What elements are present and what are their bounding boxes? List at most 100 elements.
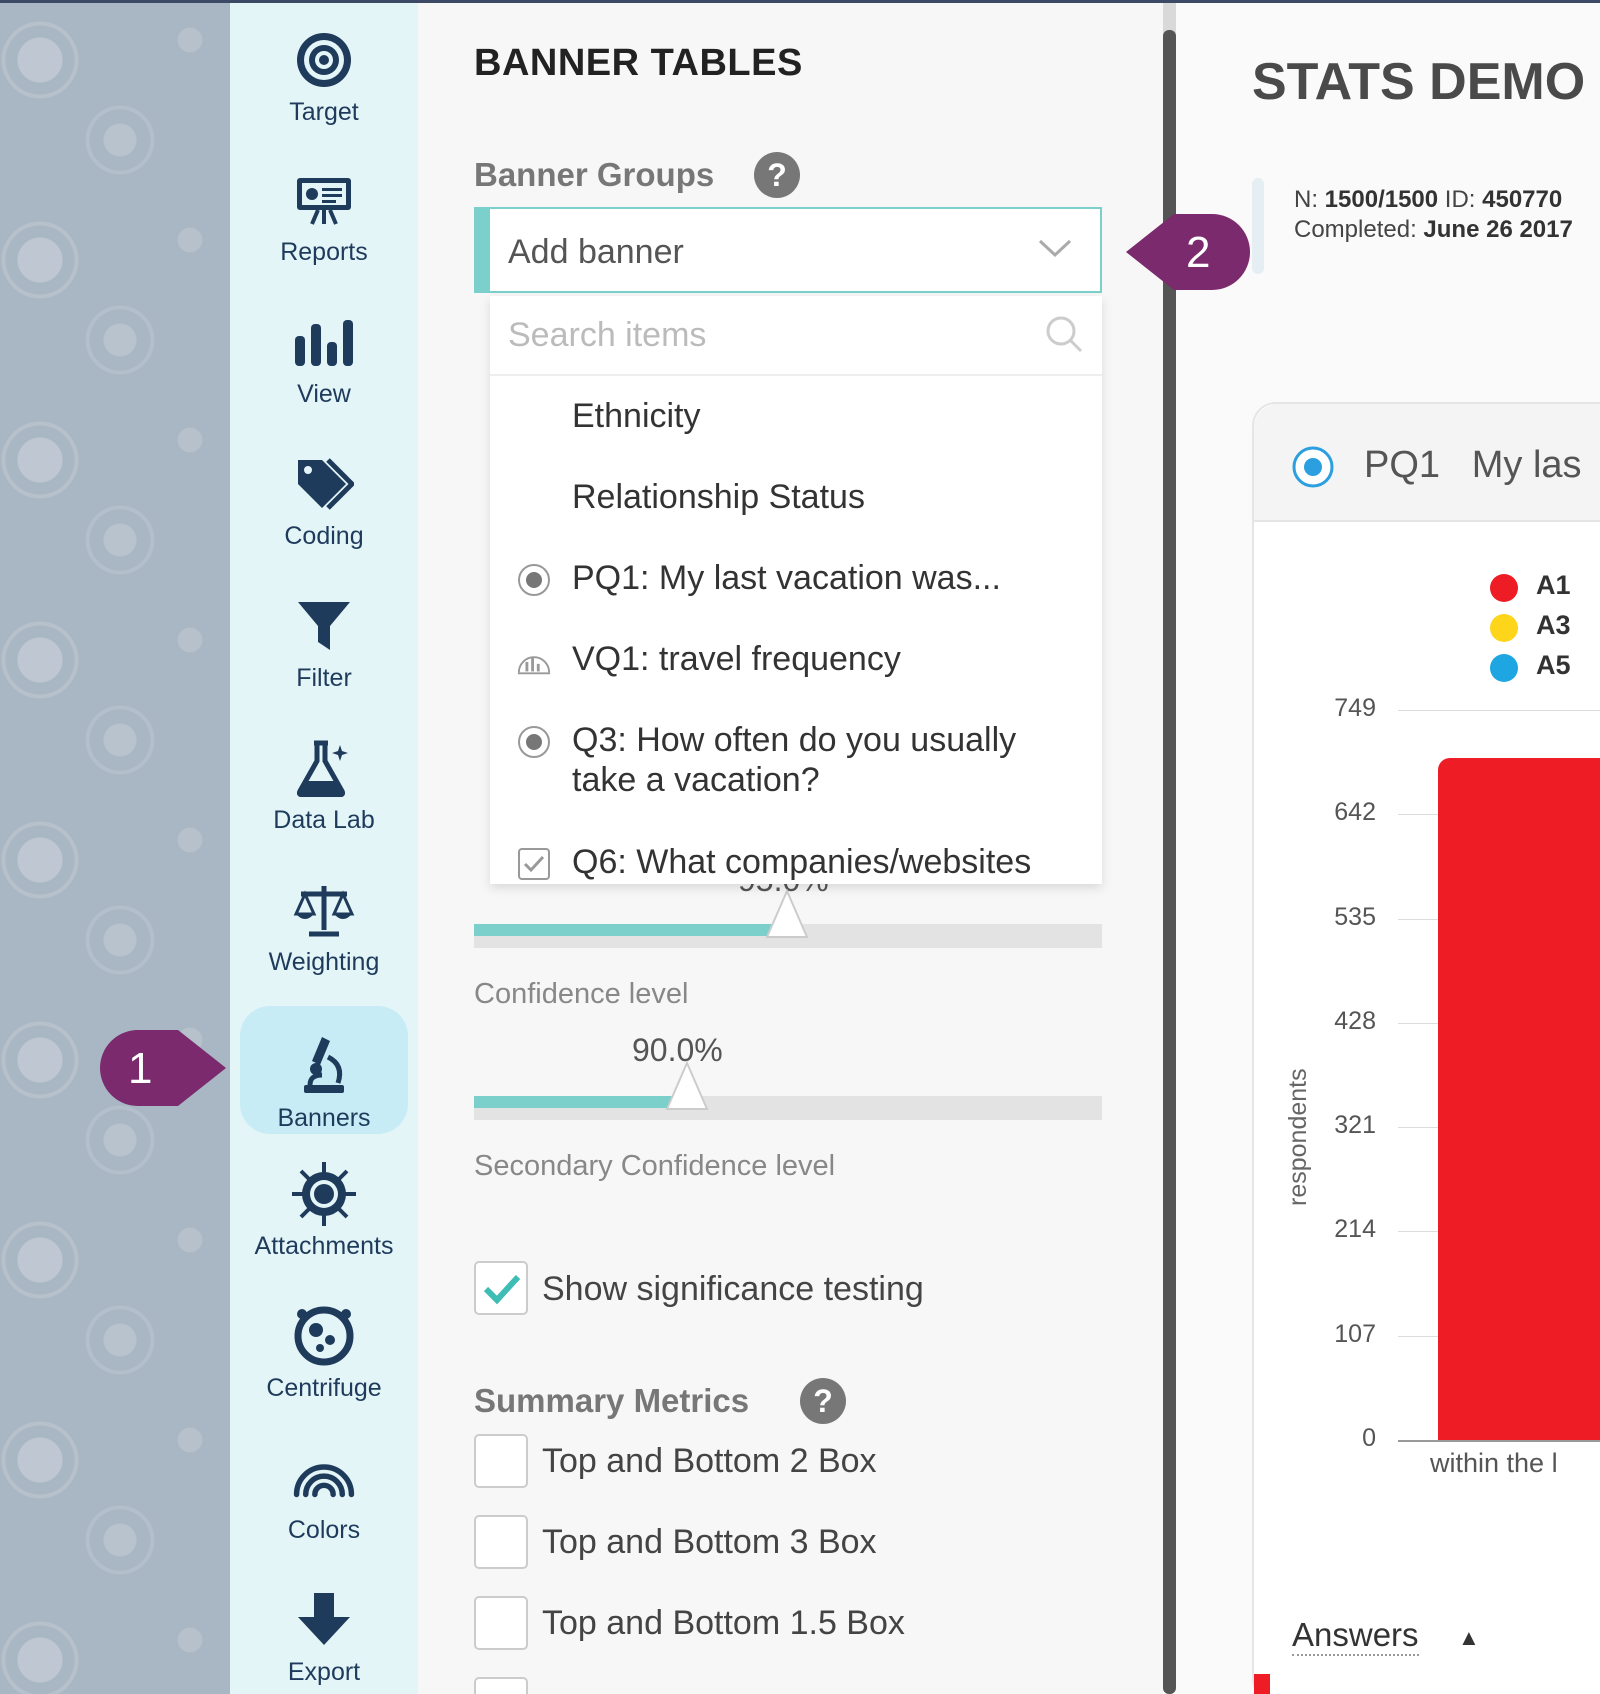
presentation-icon — [292, 168, 356, 232]
dropdown-search[interactable]: Search items — [490, 296, 1102, 376]
bar-chart-icon — [292, 310, 356, 374]
dropdown-item[interactable]: Ethnicity — [490, 396, 1102, 456]
metric-checkbox-next[interactable] — [474, 1677, 528, 1694]
sidebar-item-label: Banners — [277, 1104, 371, 1132]
sidebar-item-label: Colors — [287, 1516, 361, 1544]
help-icon[interactable]: ? — [754, 152, 800, 198]
answer-color-marker — [1254, 1674, 1270, 1694]
legend-label: A5 — [1536, 650, 1571, 680]
sidebar-item-label: Attachments — [254, 1232, 394, 1260]
radio-icon — [516, 724, 552, 760]
question-code: PQ1 — [1364, 444, 1441, 486]
select-value: Add banner — [508, 233, 684, 271]
report-view: STATS DEMO V N: 1500/1500 ID: 450770 Com… — [1176, 0, 1600, 1694]
sidebar-item-coding[interactable]: Coding — [240, 424, 408, 552]
dropdown-item[interactable]: PQ1: My last vacation was... — [490, 558, 1102, 618]
chevron-down-icon — [1038, 239, 1072, 258]
y-tick-label: 535 — [1334, 902, 1376, 931]
slider-fill — [474, 1096, 682, 1108]
sidebar-item-data-lab[interactable]: Data Lab — [240, 708, 408, 836]
bar[interactable] — [1438, 757, 1600, 1440]
sidebar-item-colors[interactable]: Colors — [240, 1418, 408, 1546]
sidebar-item-label: View — [297, 380, 351, 408]
sidebar-item-label: Data Lab — [273, 806, 375, 834]
metric-checkbox-3-box[interactable] — [474, 1515, 528, 1569]
y-tick-label: 0 — [1362, 1424, 1376, 1452]
dropdown-item-label: PQ1: My last vacation was... — [572, 559, 1001, 597]
sort-ascending-icon[interactable]: ▲ — [1458, 1625, 1480, 1650]
metric-label: Top and Bottom 1.5 Box — [542, 1604, 905, 1642]
top-border — [0, 0, 1600, 3]
y-tick-label: 214 — [1334, 1215, 1376, 1244]
id-value: 450770 — [1482, 186, 1563, 213]
completion-summary: Completed: June 26 2017 — [1294, 216, 1573, 244]
sidebar-item-weighting[interactable]: Weighting — [240, 850, 408, 978]
banner-tables-panel: BANNER TABLES Banner Groups ? Add banner… — [418, 0, 1163, 1694]
sidebar-item-label: Coding — [284, 522, 364, 550]
callout-arrow-left — [1126, 214, 1250, 290]
gauge-chart-icon — [516, 643, 552, 679]
secondary-confidence-slider[interactable] — [474, 1060, 1102, 1120]
legend-swatch — [1490, 614, 1518, 642]
y-tick-label: 321 — [1334, 1111, 1376, 1140]
sidebar-item-reports[interactable]: Reports — [240, 140, 408, 268]
metric-label: Top and Bottom 3 Box — [542, 1523, 877, 1561]
sidebar-item-banners[interactable]: Banners — [240, 1006, 408, 1134]
funnel-icon — [292, 594, 356, 658]
meta-accent — [1252, 178, 1264, 274]
significance-checkbox[interactable] — [474, 1261, 528, 1315]
question-card: PQ1 My las A1 A3 A5 749 642 535 428 321 214 10… — [1252, 402, 1600, 1694]
search-icon — [1046, 316, 1083, 353]
add-banner-select[interactable]: Add banner — [474, 207, 1102, 293]
y-tick-label: 107 — [1334, 1319, 1376, 1348]
dropdown-item-label: Relationship Status — [572, 478, 865, 516]
secondary-confidence-value: 90.0% — [632, 1032, 723, 1068]
gridline — [1398, 1440, 1600, 1442]
sun-icon — [292, 1162, 356, 1226]
secondary-confidence-label: Secondary Confidence level — [474, 1150, 836, 1182]
callout-2: 2 — [1124, 212, 1252, 297]
slider-fill — [474, 924, 788, 936]
summary-metrics-label: Summary Metrics — [474, 1382, 750, 1419]
help-icon[interactable]: ? — [800, 1378, 846, 1424]
slider-thumb[interactable] — [664, 1060, 710, 1112]
microscope-icon — [292, 1034, 356, 1098]
sidebar-item-target[interactable]: Target — [240, 0, 408, 128]
x-category-label: within the l — [1430, 1448, 1558, 1478]
question-card-header[interactable]: PQ1 My las — [1254, 404, 1600, 522]
sidebar-item-label: Reports — [280, 238, 368, 266]
legend-label: A3 — [1536, 610, 1571, 640]
slider-thumb[interactable] — [764, 888, 810, 940]
sidebar-item-label: Export — [287, 1658, 361, 1686]
confidence-slider[interactable] — [474, 888, 1102, 948]
metric-checkbox-2-box[interactable] — [474, 1434, 528, 1488]
flask-icon — [292, 736, 356, 800]
dropdown-item[interactable]: Q6: What companies/websites — [490, 842, 1102, 884]
dropdown-item[interactable]: Q3: How often do you usually take a vaca… — [490, 720, 1102, 810]
callout-arrow-right — [100, 1030, 226, 1106]
confidence-label: Confidence level — [474, 978, 689, 1010]
dropdown-item[interactable]: Relationship Status — [490, 477, 1102, 537]
checkbox-icon — [516, 846, 552, 882]
significance-label: Show significance testing — [542, 1270, 924, 1308]
sidebar-item-label: Weighting — [268, 948, 380, 976]
banner-groups-label: Banner Groups — [474, 156, 715, 193]
callout-number: 1 — [128, 1044, 153, 1093]
rainbow-icon — [292, 1446, 356, 1510]
dropdown-item[interactable]: VQ1: travel frequency — [490, 639, 1102, 699]
n-value: 1500/1500 — [1324, 186, 1439, 213]
answers-sort-header[interactable]: Answers — [1292, 1616, 1419, 1656]
sidebar-item-centrifuge[interactable]: Centrifuge — [240, 1276, 408, 1404]
sidebar-item-filter[interactable]: Filter — [240, 566, 408, 694]
legend-swatch — [1490, 654, 1518, 682]
metric-checkbox-1-5-box[interactable] — [474, 1596, 528, 1650]
banner-dropdown: Search items Ethnicity Relationship Stat… — [490, 296, 1102, 884]
panel-resize-handle[interactable] — [1163, 30, 1176, 1694]
sidebar-item-attachments[interactable]: Attachments — [240, 1134, 408, 1262]
sidebar-item-view[interactable]: View — [240, 282, 408, 410]
question-header: PQ1 My las — [1364, 444, 1582, 487]
sidebar-item-export[interactable]: Export — [240, 1560, 408, 1688]
y-tick-label: 642 — [1334, 798, 1376, 827]
id-label: ID: — [1444, 186, 1476, 213]
dropdown-item-label: Q3: How often do you usually take a vaca… — [572, 721, 1017, 799]
